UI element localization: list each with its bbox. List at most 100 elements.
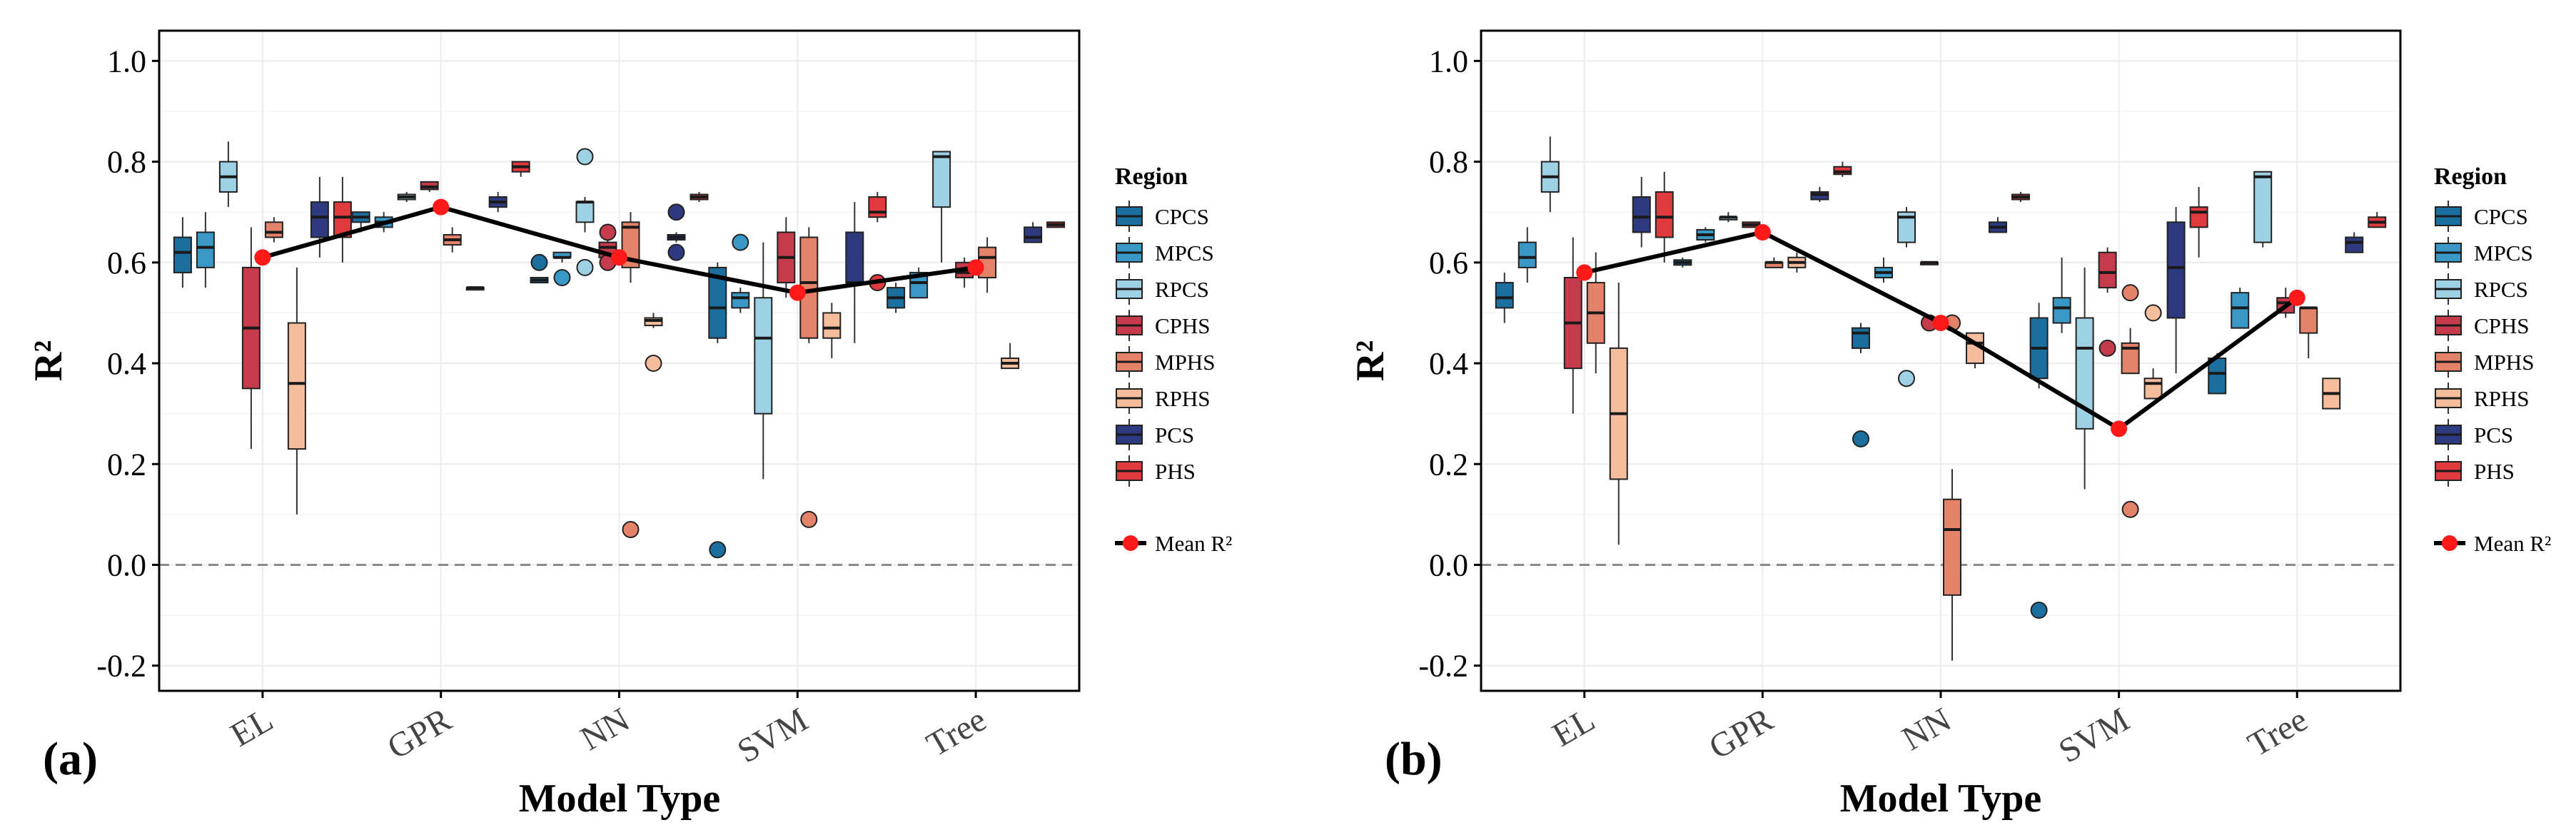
box-Tree-RPCS [2253, 171, 2273, 248]
legend-label: CPCS [2474, 204, 2528, 229]
legend-label: CPHS [2474, 313, 2530, 338]
legend-entry-rphs: RPHS [1116, 383, 1211, 414]
legend-entry-cphs: CPHS [2435, 310, 2530, 341]
box-GPR-MPHS [443, 227, 462, 253]
x-tick-label: Tree [920, 701, 992, 764]
x-tick-label: NN [1896, 701, 1958, 759]
box-EL-MPHS [264, 217, 283, 243]
x-axis: EL GPR NN SVM Tree [1546, 691, 2314, 771]
box-EL-RPCS [1540, 136, 1560, 213]
legend-entry-phs: PHS [2435, 455, 2515, 487]
legend-label: PCS [2474, 422, 2513, 447]
y-tick-label: 0.6 [1429, 246, 1468, 280]
x-axis-title: Model Type [519, 776, 721, 821]
box-body [2189, 206, 2208, 228]
box-body [822, 312, 842, 339]
box-body [196, 231, 215, 268]
box-EL-PHS [1655, 171, 1674, 263]
box-body [575, 201, 595, 223]
box-NN-PCS [1989, 217, 2007, 233]
mean-r2-series [1576, 223, 2305, 437]
box-body [310, 201, 329, 238]
box-EL-RPCS [218, 141, 238, 208]
legend-label: PHS [1155, 459, 1196, 484]
box-SVM-MPHS [799, 227, 819, 528]
mean-r2-point [254, 249, 271, 266]
legend-label: MPCS [2474, 241, 2533, 265]
y-axis: -0.2 0.0 0.2 0.4 0.6 0.8 1.0 [96, 44, 159, 684]
box-GPR-MPHS [1764, 257, 1784, 268]
panel-label: (a) [43, 733, 98, 785]
box-outlier [2030, 602, 2048, 619]
box-GPR-CPHS [420, 181, 439, 192]
box-NN-CPCS [530, 253, 549, 284]
box-body [754, 297, 773, 415]
legend-label: CPCS [1155, 204, 1209, 229]
mean-r2-point [433, 198, 450, 216]
legend-label: CPHS [1155, 313, 1211, 338]
box-EL-PCS [310, 176, 329, 258]
panel-label: (b) [1385, 733, 1443, 785]
box-outlier [2121, 284, 2139, 302]
box-body [2098, 251, 2117, 289]
box-body [932, 151, 951, 208]
mean-r2-point [1576, 264, 1593, 281]
box-Tree-PHS [2368, 212, 2387, 228]
box-EL-CPHS [1563, 237, 1582, 414]
legend-title: Region [1115, 163, 1188, 190]
box-outlier [667, 203, 685, 221]
box-EL-RPHS [287, 267, 306, 515]
box-body [2166, 221, 2186, 319]
y-tick-label: 0.2 [107, 447, 146, 482]
x-axis-title: Model Type [1840, 776, 2042, 821]
box-Tree-PCS [2345, 232, 2364, 253]
x-tick-label: Tree [2242, 701, 2314, 764]
box-SVM-RPHS [822, 303, 842, 358]
box-body [287, 322, 306, 450]
legend-title: Region [2434, 163, 2507, 190]
box-EL-CPCS [1495, 272, 1514, 323]
box-body [2253, 171, 2273, 243]
box-SVM-CPCS [2029, 303, 2049, 619]
box-Tree-MPCS [2231, 288, 2250, 329]
legend-entry-mphs: MPHS [1116, 346, 1215, 378]
box-outlier [622, 521, 640, 539]
box-EL-MPCS [196, 212, 215, 288]
box-body [1024, 226, 1043, 243]
box-NN-MPHS [1943, 314, 1961, 661]
box-NN-PHS [690, 191, 709, 203]
box-outlier [576, 258, 594, 276]
box-NN-RPCS [1897, 207, 1916, 388]
box-EL-PCS [1632, 176, 1651, 248]
box-EL-MPHS [1586, 252, 1605, 374]
box-EL-RPHS [1609, 283, 1628, 545]
box-body [1655, 191, 1674, 238]
x-tick-label: SVM [2053, 701, 2136, 771]
legend-label: Mean R² [2474, 531, 2551, 556]
y-tick-label: -0.2 [96, 649, 146, 684]
y-tick-label: 1.0 [1429, 44, 1468, 79]
box-SVM-MPHS [2121, 284, 2140, 518]
box-body [1517, 241, 1537, 268]
y-tick-label: -0.2 [1418, 649, 1468, 684]
legend-entry-mpcs: MPCS [2435, 237, 2533, 268]
legend-label: MPCS [1155, 241, 1214, 265]
y-tick-label: 0.2 [1429, 447, 1468, 482]
y-axis-title: R² [26, 340, 71, 381]
box-SVM-PHS [2189, 186, 2208, 258]
grid [1481, 31, 2400, 691]
box-GPR-RPCS [397, 191, 416, 203]
box-Tree-PCS [1024, 222, 1043, 243]
boxes [1495, 136, 2387, 661]
box-body [1943, 498, 1961, 596]
mean-r2-series [254, 198, 984, 301]
box-Tree-MPHS [2299, 306, 2318, 358]
box-EL-MPCS [1517, 227, 1537, 283]
y-tick-label: 0.0 [1429, 547, 1468, 582]
x-tick-label: SVM [731, 701, 814, 771]
box-outlier [645, 355, 662, 373]
box-NN-RPHS [644, 313, 663, 373]
legend-entry-cpcs: CPCS [2435, 201, 2528, 232]
mean-r2-point [1932, 315, 1949, 332]
